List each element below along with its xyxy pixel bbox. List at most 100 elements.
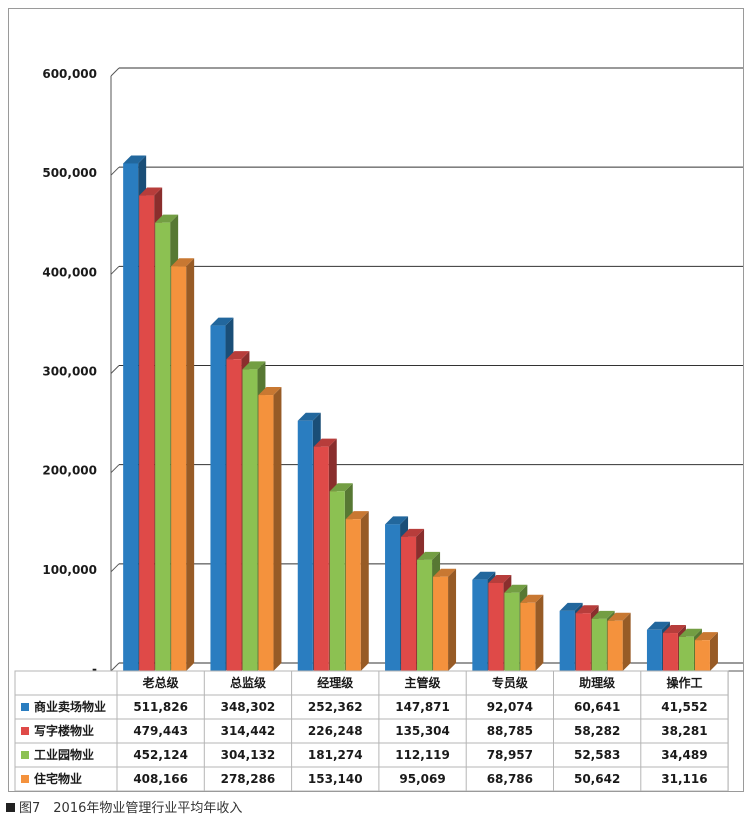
bar-top: [242, 361, 266, 370]
bar-top: [401, 528, 425, 537]
bar: [345, 519, 361, 671]
data-label: 147,871: [395, 700, 450, 714]
bar-side: [360, 511, 369, 671]
bar: [329, 491, 345, 671]
chart-frame: - 100,000 200,000 300,000 400,000 500,000 600,…: [8, 8, 744, 792]
gridline-perspective: [110, 365, 120, 374]
data-label: 68,786: [487, 772, 533, 786]
bar: [678, 636, 694, 671]
bar-top: [329, 483, 353, 492]
bar-top: [226, 351, 250, 360]
bar-top: [662, 625, 686, 634]
bar: [472, 579, 488, 671]
x-tick-label: 老总级: [143, 675, 179, 690]
y-tick-label: 400,000: [42, 265, 97, 279]
bar: [210, 325, 226, 671]
x-tick-label: 总监级: [230, 675, 266, 690]
data-label: 41,552: [661, 700, 707, 714]
bar: [313, 446, 329, 671]
bar-top: [504, 584, 528, 593]
data-label: 78,957: [487, 748, 533, 762]
data-label: 181,274: [308, 748, 363, 762]
bar-top: [258, 387, 282, 396]
bar-top: [559, 602, 583, 611]
bar-top: [694, 632, 718, 641]
gridline-perspective: [110, 464, 120, 474]
x-tick-label: 专员级: [492, 675, 528, 690]
data-label: 95,069: [399, 772, 445, 786]
bar-top: [171, 258, 195, 267]
y-tick-label: 300,000: [42, 365, 97, 379]
bar: [139, 195, 155, 671]
bar-side: [273, 387, 282, 671]
x-tick-label: 经理级: [317, 675, 353, 690]
bar-top: [210, 317, 234, 326]
data-label: 52,583: [574, 748, 620, 762]
bar-top: [520, 594, 544, 603]
bar: [488, 582, 504, 671]
data-label: 50,642: [574, 772, 620, 786]
bar: [646, 629, 662, 671]
bar-top: [417, 551, 441, 560]
bar-top: [123, 155, 147, 164]
bar-top: [678, 628, 702, 637]
bar: [258, 395, 274, 671]
bar-top: [607, 612, 631, 621]
bar-side: [448, 568, 457, 671]
bar: [417, 559, 433, 671]
y-tick-label: 100,000: [42, 563, 97, 577]
legend-swatch: [21, 703, 29, 711]
data-table-border: [14, 670, 729, 791]
data-label: 34,489: [661, 748, 707, 762]
bar: [123, 163, 139, 671]
bar-side: [535, 594, 544, 671]
gridline-perspective: [110, 166, 120, 176]
bar-top: [488, 574, 512, 583]
bar-side: [186, 258, 195, 671]
data-label: 348,302: [221, 700, 276, 714]
x-tick-label: 操作工: [666, 675, 702, 690]
bar: [575, 613, 591, 671]
bar: [297, 420, 313, 671]
bar-top: [297, 412, 321, 421]
bar-side: [709, 632, 718, 671]
legend-swatch: [21, 727, 29, 735]
data-label: 31,116: [661, 772, 707, 786]
bar: [504, 592, 520, 671]
gridline-perspective: [110, 662, 120, 672]
bar-top: [575, 605, 599, 614]
y-tick-label: 200,000: [42, 464, 97, 478]
bar-side: [622, 612, 631, 671]
bar: [591, 618, 607, 671]
data-label: 511,826: [133, 700, 188, 714]
bar: [694, 640, 710, 671]
gridline-perspective: [110, 67, 120, 77]
bar: [155, 222, 171, 671]
y-tick-label: -: [92, 662, 97, 676]
data-label: 452,124: [133, 748, 188, 762]
legend-swatch: [21, 775, 29, 783]
caption-text: 图7 2016年物业管理行业平均年收入: [19, 801, 243, 816]
bar: [433, 576, 449, 671]
bar-top: [472, 571, 496, 580]
bar: [226, 359, 242, 671]
data-label: 88,785: [487, 724, 533, 738]
data-label: 304,132: [221, 748, 276, 762]
y-tick-label: 600,000: [42, 67, 97, 81]
data-label: 153,140: [308, 772, 363, 786]
x-tick-label: 助理级: [579, 675, 615, 690]
gridline-perspective: [110, 563, 120, 573]
bar-top: [345, 511, 369, 520]
data-label: 252,362: [308, 700, 363, 714]
bar: [520, 602, 536, 671]
data-label: 408,166: [133, 772, 188, 786]
legend-swatch: [21, 751, 29, 759]
data-label: 479,443: [133, 724, 188, 738]
bar-top: [385, 516, 409, 525]
figure-caption: 图7 2016年物业管理行业平均年收入: [6, 799, 242, 819]
data-label: 112,119: [395, 748, 450, 762]
bar: [662, 633, 678, 671]
legend-series-name: 写字楼物业: [34, 723, 94, 738]
data-label: 92,074: [487, 700, 533, 714]
bar-top: [646, 621, 670, 630]
